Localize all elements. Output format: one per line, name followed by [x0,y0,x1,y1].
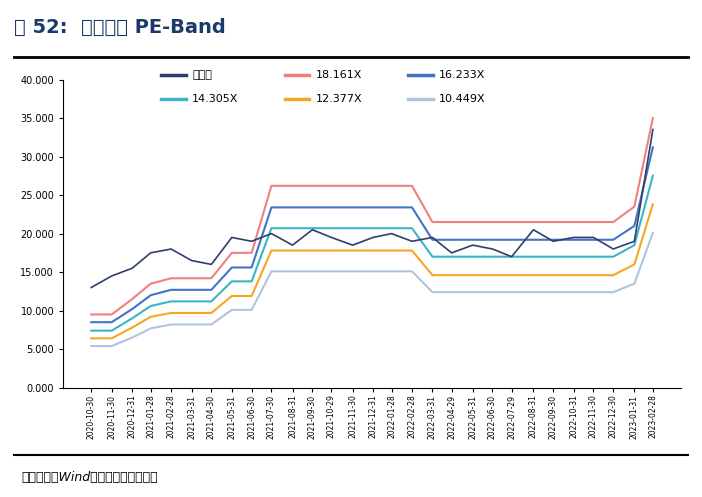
Text: 图 52:  新奥股份 PE-Band: 图 52: 新奥股份 PE-Band [14,18,226,37]
Text: 16.233X: 16.233X [439,70,486,80]
Text: 12.377X: 12.377X [316,94,362,104]
Text: 10.449X: 10.449X [439,94,486,104]
Text: 14.305X: 14.305X [192,94,239,104]
Text: 18.161X: 18.161X [316,70,362,80]
Text: 资料来源：Wind，信达证券研发中心: 资料来源：Wind，信达证券研发中心 [21,471,158,484]
Text: 收盘价: 收盘价 [192,70,212,80]
